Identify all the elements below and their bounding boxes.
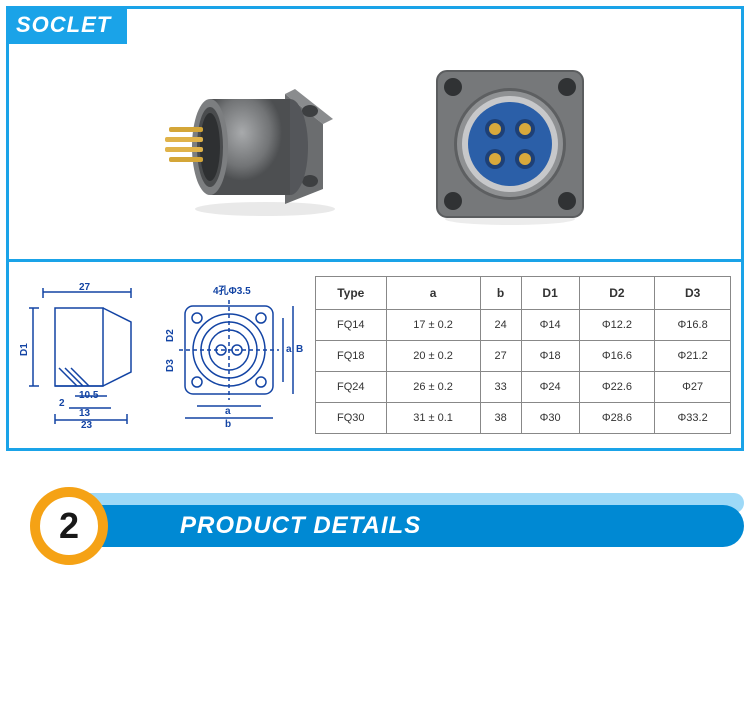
- th-d1: D1: [521, 277, 579, 310]
- banner-number-badge: 2: [30, 487, 108, 565]
- dim-a-h: a: [225, 406, 231, 417]
- dim-a-v: a: [286, 344, 292, 355]
- dim-B: B: [296, 344, 303, 355]
- th-d3: D3: [655, 277, 731, 310]
- table-row: FQ18 20 ± 0.2 27 Φ18 Φ16.6 Φ21.2: [316, 341, 731, 372]
- connector-side-image: [155, 69, 345, 219]
- dim-13: 13: [79, 408, 91, 419]
- th-b: b: [480, 277, 521, 310]
- section-tab: SOCLET: [6, 6, 127, 44]
- dim-27: 27: [79, 282, 91, 293]
- dim-D2: D2: [165, 329, 176, 342]
- dim-b-h: b: [225, 419, 231, 430]
- product-section: SOCLET: [6, 6, 744, 451]
- banner-main-bar: PRODUCT DETAILS: [80, 505, 744, 547]
- diagram-front: 4孔Φ3.5 a B a b D2 D3: [163, 280, 303, 430]
- th-type: Type: [316, 277, 387, 310]
- dim-D3: D3: [165, 359, 176, 372]
- product-images-row: [9, 9, 741, 259]
- dimension-diagrams: 27 D1 10.5 2 13 23: [19, 280, 303, 430]
- table-row: FQ30 31 ± 0.1 38 Φ30 Φ28.6 Φ33.2: [316, 403, 731, 434]
- banner-title: PRODUCT DETAILS: [180, 512, 421, 540]
- dim-10_5: 10.5: [79, 390, 99, 401]
- banner-number: 2: [59, 505, 79, 547]
- section-banner: PRODUCT DETAILS 2: [30, 491, 744, 555]
- table-header-row: Type a b D1 D2 D3: [316, 277, 731, 310]
- spec-table: Type a b D1 D2 D3 FQ14 17 ± 0.2 24 Φ14 Φ…: [315, 276, 731, 434]
- dim-2: 2: [59, 398, 65, 409]
- th-d2: D2: [579, 277, 655, 310]
- th-a: a: [386, 277, 480, 310]
- specs-row: 27 D1 10.5 2 13 23: [9, 262, 741, 448]
- hole-label: 4孔Φ3.5: [213, 284, 251, 297]
- connector-front-image: [425, 59, 595, 229]
- dim-23: 23: [81, 420, 93, 430]
- diagram-side: 27 D1 10.5 2 13 23: [19, 280, 149, 430]
- dim-D1: D1: [19, 343, 30, 356]
- table-row: FQ14 17 ± 0.2 24 Φ14 Φ12.2 Φ16.8: [316, 310, 731, 341]
- table-row: FQ24 26 ± 0.2 33 Φ24 Φ22.6 Φ27: [316, 372, 731, 403]
